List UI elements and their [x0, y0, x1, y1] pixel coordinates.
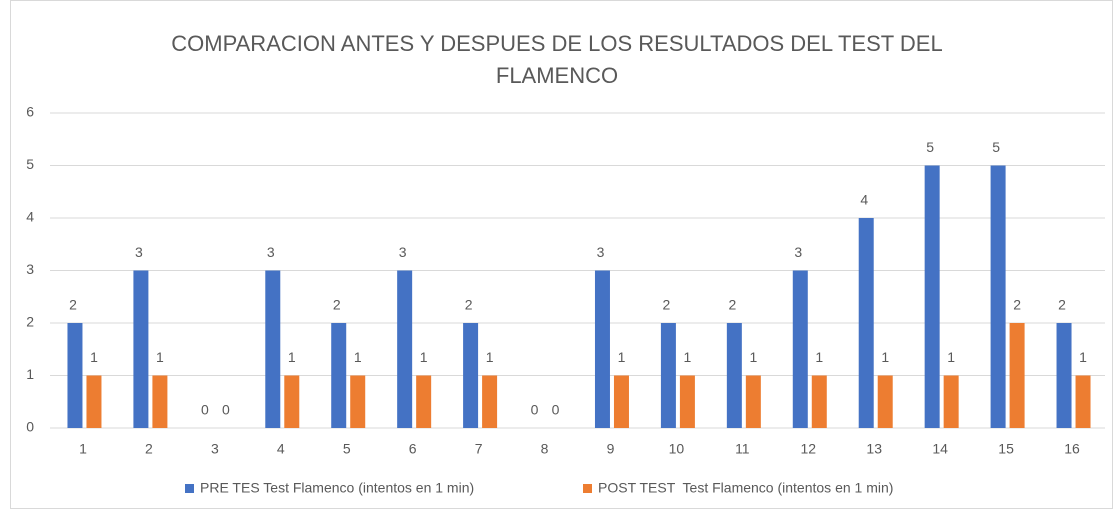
data-label: 1 — [881, 349, 889, 365]
x-tick-label: 5 — [343, 441, 351, 457]
data-label: 2 — [1013, 297, 1021, 313]
bar — [416, 375, 432, 428]
bar — [152, 375, 168, 428]
bar — [811, 375, 827, 428]
bar — [284, 375, 300, 428]
x-tick-label: 9 — [607, 441, 615, 457]
bar — [133, 270, 149, 428]
bar — [331, 323, 347, 428]
x-tick-label: 11 — [735, 441, 750, 457]
bar — [858, 218, 874, 428]
bar — [877, 375, 893, 428]
data-label: 2 — [69, 297, 77, 313]
x-tick-label: 6 — [409, 441, 417, 457]
bar — [943, 375, 959, 428]
x-tick-label: 8 — [541, 441, 549, 457]
y-tick-label: 5 — [26, 156, 34, 172]
bar — [679, 375, 695, 428]
data-label: 1 — [618, 349, 626, 365]
bar — [1075, 375, 1091, 428]
bar — [1009, 323, 1025, 428]
y-tick-label: 3 — [26, 261, 34, 277]
data-label: 2 — [663, 297, 671, 313]
bar — [726, 323, 742, 428]
x-tick-label: 16 — [1064, 441, 1080, 457]
legend-swatch — [185, 484, 194, 493]
y-tick-label: 6 — [26, 104, 34, 120]
x-tick-label: 14 — [932, 441, 948, 457]
legend-swatch — [583, 484, 592, 493]
data-label: 3 — [597, 244, 605, 260]
bar — [792, 270, 808, 428]
data-label: 2 — [1058, 297, 1066, 313]
data-label: 1 — [156, 349, 164, 365]
x-tick-label: 4 — [277, 441, 285, 457]
data-label: 1 — [684, 349, 692, 365]
data-label: 3 — [794, 244, 802, 260]
bar — [350, 375, 366, 428]
bar — [86, 375, 102, 428]
y-tick-label: 1 — [26, 366, 34, 382]
data-label: 5 — [926, 139, 934, 155]
bar — [660, 323, 676, 428]
data-label: 1 — [288, 349, 296, 365]
data-label: 2 — [728, 297, 736, 313]
x-tick-label: 10 — [669, 441, 685, 457]
data-label: 4 — [860, 192, 868, 208]
bar — [613, 375, 629, 428]
data-label: 1 — [1079, 349, 1087, 365]
x-tick-label: 2 — [145, 441, 153, 457]
y-tick-label: 4 — [26, 209, 34, 225]
data-label: 2 — [333, 297, 341, 313]
data-label: 0 — [201, 402, 209, 418]
data-label: 1 — [815, 349, 823, 365]
x-tick-label: 12 — [800, 441, 816, 457]
x-tick-label: 7 — [475, 441, 483, 457]
chart-border — [10, 0, 1113, 509]
y-tick-label: 2 — [26, 314, 34, 330]
legend-label: POST TEST Test Flamenco (intentos en 1 m… — [598, 480, 893, 496]
data-label: 3 — [267, 244, 275, 260]
data-label: 0 — [552, 402, 560, 418]
data-label: 1 — [947, 349, 955, 365]
x-tick-label: 3 — [211, 441, 219, 457]
chart-title: COMPARACION ANTES Y DESPUES DE LOS RESUL… — [171, 31, 943, 88]
bar — [594, 270, 610, 428]
data-label: 1 — [420, 349, 428, 365]
bar — [990, 165, 1006, 428]
data-label: 5 — [992, 139, 1000, 155]
data-label: 3 — [399, 244, 407, 260]
data-label: 0 — [531, 402, 539, 418]
bar — [924, 165, 940, 428]
bar — [463, 323, 479, 428]
x-tick-label: 15 — [998, 441, 1014, 457]
bar — [1056, 323, 1072, 428]
data-label: 1 — [354, 349, 362, 365]
bar — [745, 375, 761, 428]
legend-label: PRE TES Test Flamenco (intentos en 1 min… — [200, 480, 474, 496]
bar — [265, 270, 281, 428]
data-label: 2 — [465, 297, 473, 313]
data-label: 0 — [222, 402, 230, 418]
bar — [482, 375, 498, 428]
x-tick-label: 13 — [866, 441, 882, 457]
data-label: 1 — [749, 349, 757, 365]
y-tick-label: 0 — [26, 419, 34, 435]
data-label: 1 — [90, 349, 98, 365]
data-label: 1 — [486, 349, 494, 365]
data-label: 3 — [135, 244, 143, 260]
x-tick-label: 1 — [79, 441, 87, 457]
bar — [397, 270, 413, 428]
bar — [67, 323, 83, 428]
